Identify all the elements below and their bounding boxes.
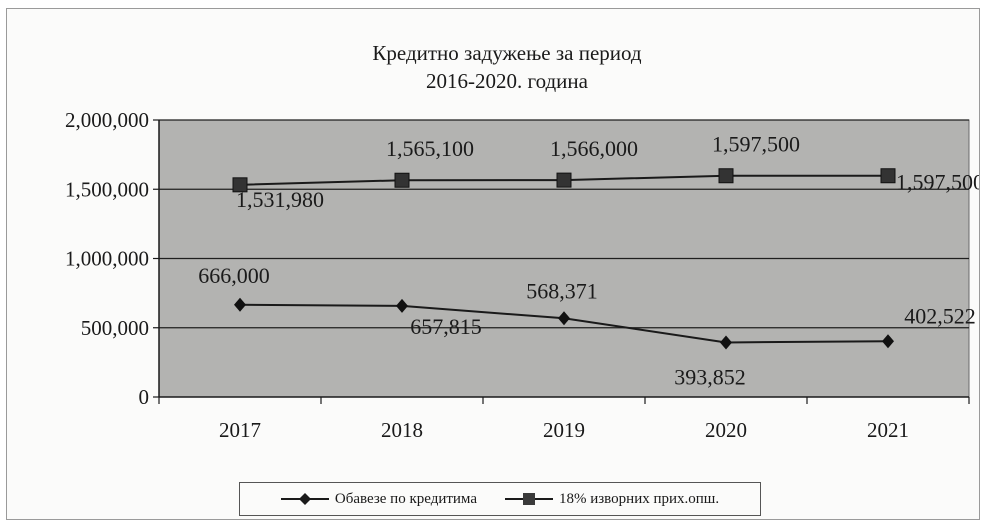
data-point-obligations xyxy=(396,298,408,313)
data-point-obligations xyxy=(720,335,732,350)
y-tick-label: 2,000,000 xyxy=(65,108,149,132)
data-point-obligations xyxy=(234,297,246,312)
chart-figure: 0 500,000 1,000,000 1,500,000 2,000,000 2017 2… xyxy=(6,8,980,520)
data-point-revenue xyxy=(880,168,896,184)
data-label: 1,565,100 xyxy=(386,136,474,161)
y-tick-label: 500,000 xyxy=(81,316,149,340)
legend-item-revenue: 18% изворних прих.опш. xyxy=(504,490,720,508)
data-label: 1,597,500 xyxy=(896,170,979,195)
data-label: 666,000 xyxy=(198,263,270,288)
line-chart: 0 500,000 1,000,000 1,500,000 2,000,000 2017 2… xyxy=(65,108,979,442)
data-point-revenue xyxy=(232,177,248,193)
legend-item-obligations: Обавезе по кредитима xyxy=(280,490,477,508)
data-point-revenue xyxy=(718,168,734,184)
data-label: 1,597,500 xyxy=(712,132,800,157)
chart-title: Кредитно задужење за период xyxy=(372,41,642,65)
chart-subtitle: 2016-2020. година xyxy=(426,69,588,93)
data-point-obligations xyxy=(558,311,570,326)
data-point-obligations xyxy=(882,334,894,349)
diamond-marker-icon xyxy=(280,493,329,505)
x-tick-label: 2019 xyxy=(543,418,585,442)
y-tick-label: 1,000,000 xyxy=(65,247,149,271)
chart-title-block: Кредитно задужење за период 2016-2020. г… xyxy=(307,39,707,95)
chart-legend: Обавезе по кредитима 18% изворних прих.о… xyxy=(239,482,761,516)
x-tick-label: 2021 xyxy=(867,418,909,442)
data-label: 393,852 xyxy=(674,364,746,389)
data-label: 657,815 xyxy=(410,314,482,339)
data-label: 1,566,000 xyxy=(550,136,638,161)
x-tick-label: 2020 xyxy=(705,418,747,442)
x-tick-label: 2017 xyxy=(219,418,261,442)
data-label: 402,522 xyxy=(904,303,976,328)
y-tick-label: 0 xyxy=(139,385,150,409)
x-tick-label: 2018 xyxy=(381,418,423,442)
square-marker-icon xyxy=(504,493,553,505)
y-tick-label: 1,500,000 xyxy=(65,177,149,201)
data-label: 568,371 xyxy=(526,278,598,303)
legend-label-revenue: 18% изворних прих.опш. xyxy=(558,490,720,507)
data-point-revenue xyxy=(556,172,572,188)
data-label: 1,531,980 xyxy=(236,187,324,212)
legend-label-obligations: Обавезе по кредитима xyxy=(334,490,477,507)
data-point-revenue xyxy=(394,172,410,188)
